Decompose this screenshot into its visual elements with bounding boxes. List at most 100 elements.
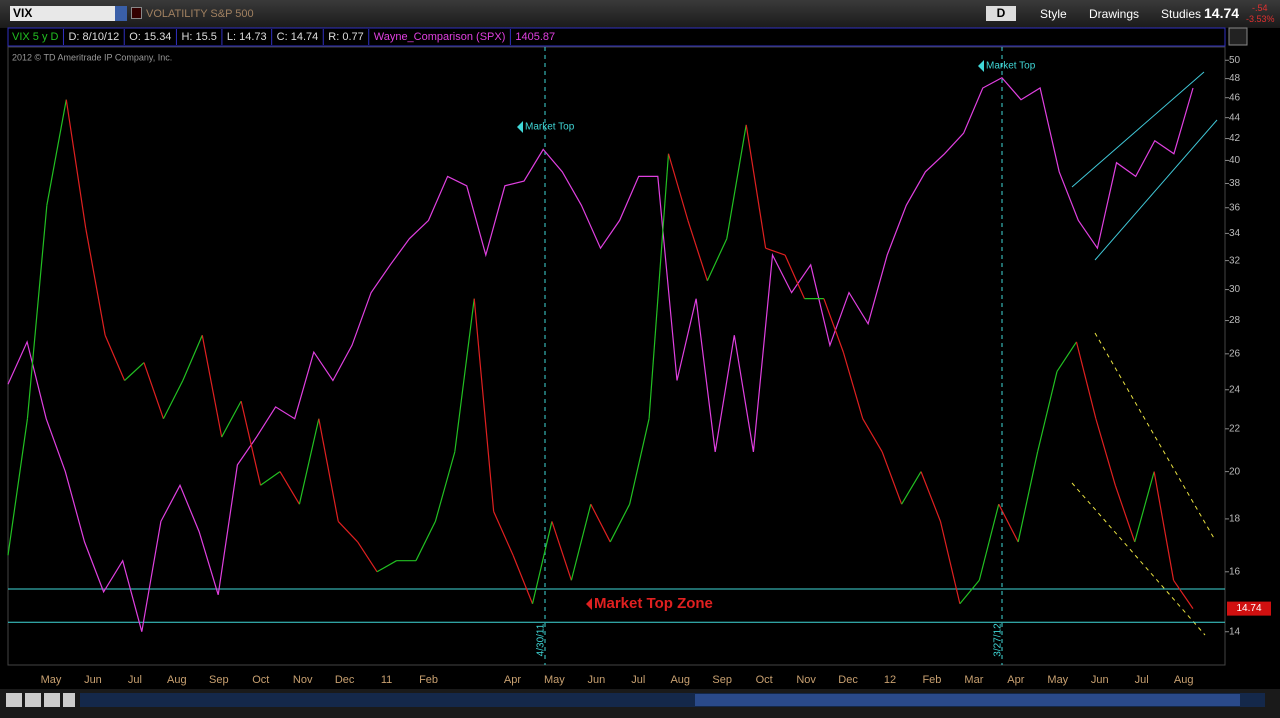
y-tick-label: 46 (1229, 92, 1241, 103)
info-field: VIX 5 y D (12, 31, 59, 43)
info-field: H: 15.5 (181, 31, 216, 43)
vix-segment (726, 124, 747, 239)
vix-segment (260, 471, 281, 486)
x-tick-label: Sep (712, 674, 732, 686)
x-tick-label: May (41, 674, 62, 686)
chart-settings[interactable] (1228, 27, 1248, 46)
date-label: 4/30/11 (536, 623, 547, 656)
x-tick-label: Sep (209, 674, 229, 686)
vix-segment (1075, 341, 1097, 419)
x-tick-label: May (1047, 674, 1068, 686)
annotation-arrow (586, 598, 592, 610)
zoom-in[interactable] (25, 693, 41, 707)
vix-segment (609, 503, 631, 543)
x-tick-label: Aug (670, 674, 690, 686)
vix-segment (784, 254, 806, 299)
last-price-label: 14.74 (1236, 603, 1261, 614)
info-field: C: 14.74 (277, 31, 319, 43)
vix-segment (279, 471, 300, 505)
comparison-line (7, 76, 1194, 632)
info-field: O: 15.34 (129, 31, 171, 43)
vix-segment (298, 418, 320, 505)
vix-segment (862, 418, 883, 453)
vix-segment (959, 579, 980, 605)
y-tick-label: 36 (1229, 202, 1241, 213)
x-tick-label: May (544, 674, 565, 686)
vix-segment (1017, 451, 1039, 543)
info-field: L: 14.73 (227, 31, 267, 43)
y-tick-label: 34 (1229, 228, 1241, 239)
x-tick-label: Oct (252, 674, 269, 686)
info-bar (7, 27, 1226, 47)
x-tick-label: Nov (293, 674, 313, 686)
vix-segment (46, 99, 67, 206)
vix-segment (687, 220, 708, 281)
x-tick-label: Apr (1007, 674, 1024, 686)
y-tick-label: 50 (1229, 55, 1241, 66)
aggregation[interactable]: D (986, 6, 1016, 21)
drawings-button[interactable]: Drawings (1089, 7, 1140, 21)
x-tick-label: Mar (964, 674, 983, 686)
vix-segment (1056, 341, 1077, 372)
vix-segment (1114, 485, 1136, 543)
vix-segment (939, 521, 961, 604)
date-label: 3/27/12 (993, 623, 1004, 657)
scroll-thumb[interactable] (695, 694, 1240, 706)
studies-button[interactable]: Studies (1161, 7, 1202, 21)
trend-line (1094, 332, 1216, 541)
annotation: Market Top Zone (594, 595, 713, 612)
vix-segment (124, 362, 145, 381)
y-tick-label: 32 (1229, 255, 1241, 266)
info-field: R: 0.77 (328, 31, 363, 43)
zoom-button[interactable] (6, 693, 22, 707)
zoom-out[interactable] (44, 693, 60, 707)
symbol-dropdown[interactable] (115, 6, 127, 21)
vix-segment (629, 418, 650, 505)
y-tick-label: 20 (1229, 466, 1241, 477)
x-tick-label: Jun (84, 674, 102, 686)
vix-segment (376, 560, 397, 573)
vix-segment (473, 298, 495, 512)
symbol-box[interactable]: VIX (10, 6, 117, 21)
vix-segment (648, 153, 670, 419)
x-tick-label: Oct (756, 674, 773, 686)
vix-segment (493, 511, 514, 556)
style-button[interactable]: Style (1040, 7, 1067, 21)
vix-segment (182, 334, 203, 381)
vix-segment (221, 400, 242, 438)
vix-segment (706, 238, 728, 281)
x-tick-label: 11 (381, 674, 392, 686)
vix-segment (65, 99, 87, 229)
vix-segment (104, 334, 126, 381)
vix-segment (998, 503, 1019, 543)
copyright: 2012 © TD Ameritrade IP Company, Inc. (12, 52, 172, 62)
x-tick-label: Feb (922, 674, 941, 686)
vix-segment (590, 503, 611, 543)
toolbar: VIX VOLATILITY S&P 500 D Style Drawings … (0, 0, 1280, 28)
reset[interactable] (63, 693, 75, 707)
x-tick-label: Jul (631, 674, 645, 686)
trend-line (1071, 482, 1206, 636)
x-tick-label: Feb (419, 674, 438, 686)
change: -.54 (1252, 3, 1268, 13)
vix-segment (920, 471, 942, 522)
vix-segment (1037, 371, 1058, 452)
vix-segment (823, 298, 844, 353)
x-tick-label: Aug (1174, 674, 1194, 686)
y-tick-label: 30 (1229, 284, 1241, 295)
y-tick-label: 40 (1229, 155, 1241, 166)
y-tick-label: 22 (1229, 423, 1241, 434)
vix-segment (85, 228, 106, 336)
vix-segment (1173, 579, 1194, 609)
x-tick-label: Jun (587, 674, 605, 686)
vix-segment (745, 124, 767, 249)
change-pct: -3.53% (1246, 14, 1275, 24)
vix-segment (765, 247, 786, 256)
flag[interactable] (131, 7, 142, 19)
vix-segment (337, 520, 359, 543)
vix-segment (357, 541, 378, 573)
y-tick-label: 24 (1229, 384, 1241, 395)
comparison-name: Wayne_Comparison (SPX) (374, 31, 506, 43)
info-field: D: 8/10/12 (68, 31, 119, 43)
